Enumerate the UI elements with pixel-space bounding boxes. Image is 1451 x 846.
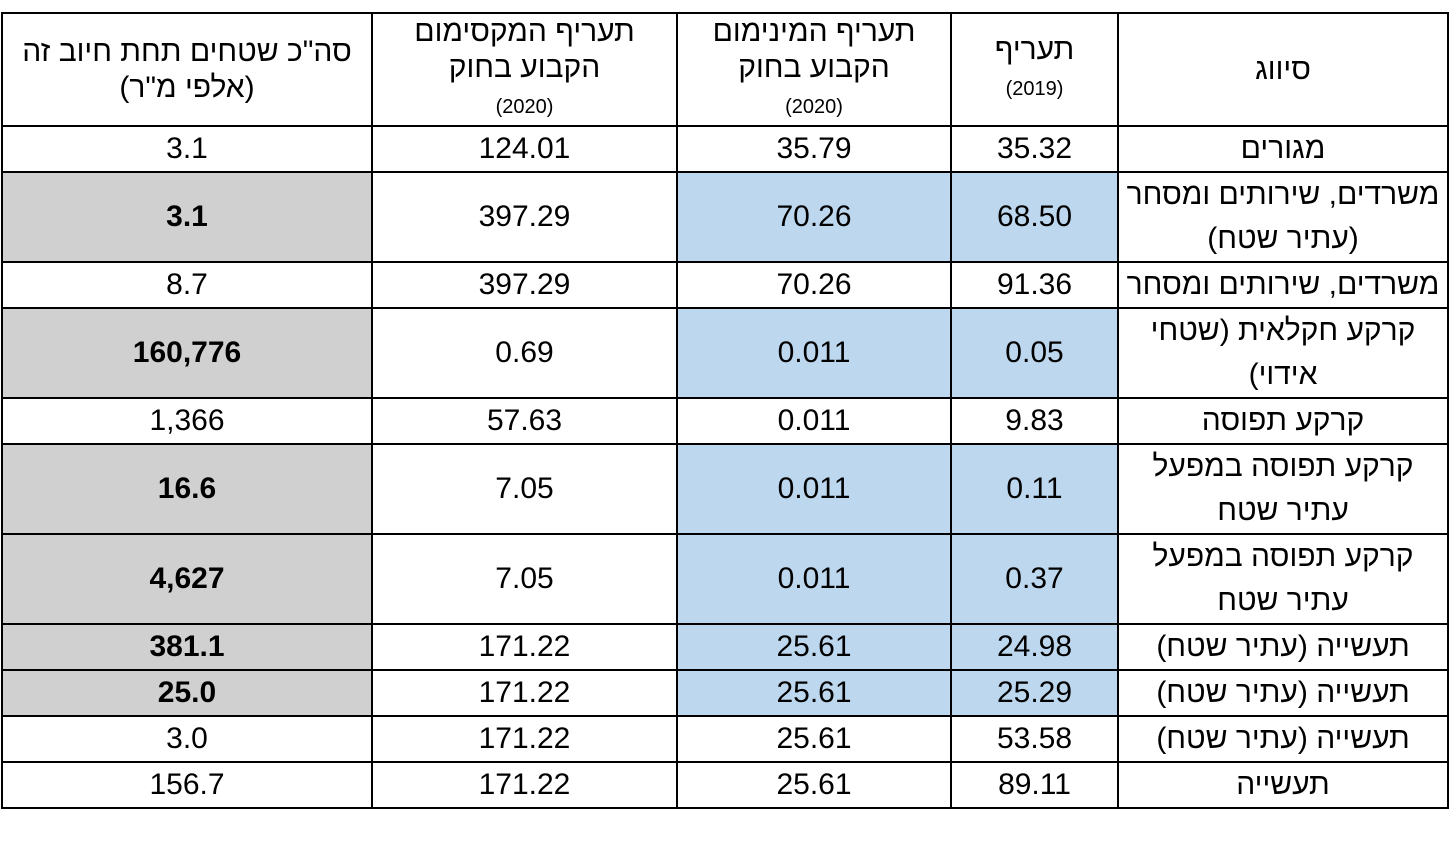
- header-text: סיווג: [1255, 52, 1311, 86]
- table-row: תעשייה (עתיר שטח) 25.29 25.61 171.22 25.0: [1, 669, 1449, 717]
- table-cell: 7.05: [371, 533, 678, 625]
- header-text: תעריף: [994, 33, 1075, 66]
- table-row: מגורים 35.32 35.79 124.01 3.1: [1, 125, 1449, 173]
- table-cell: מגורים: [1117, 125, 1449, 173]
- table-cell: 24.98: [950, 623, 1119, 671]
- table-cell: 0.011: [676, 397, 952, 445]
- table-cell: 35.32: [950, 125, 1119, 173]
- table-cell: 0.011: [676, 443, 952, 535]
- table-cell: 171.22: [371, 715, 678, 763]
- table-cell: 4,627: [1, 533, 373, 625]
- table-row: תעשייה (עתיר שטח) 53.58 25.61 171.22 3.0: [1, 715, 1449, 763]
- table-cell: 25.61: [676, 623, 952, 671]
- table-cell: 3.1: [1, 125, 373, 173]
- table-cell: 3.0: [1, 715, 373, 763]
- table-cell: 70.26: [676, 171, 952, 263]
- table-cell: 57.63: [371, 397, 678, 445]
- header-cell: תעריף המינימום הקבוע בחוק (2020): [676, 12, 952, 127]
- table-cell: 0.69: [371, 307, 678, 399]
- table-cell: 25.61: [676, 715, 952, 763]
- table-cell: 0.37: [950, 533, 1119, 625]
- table-cell: 16.6: [1, 443, 373, 535]
- table-cell: 0.011: [676, 307, 952, 399]
- table-cell: 8.7: [1, 261, 373, 309]
- table-cell: 7.05: [371, 443, 678, 535]
- data-table: סיווג תעריף (2019) תעריף המינימום הקבוע בחו…: [1, 12, 1449, 809]
- table-row: תעשייה (עתיר שטח) 24.98 25.61 171.22 381.1: [1, 623, 1449, 671]
- header-cell: תעריף (2019): [950, 12, 1119, 127]
- table-cell: 397.29: [371, 261, 678, 309]
- table-cell: תעשייה (עתיר שטח): [1117, 669, 1449, 717]
- table-cell: קרקע תפוסה במפעל עתיר שטח: [1117, 533, 1449, 625]
- header-cell: סה"כ שטחים תחת חיוב זה (אלפי מ"ר): [1, 12, 373, 127]
- table-cell: משרדים, שירותים ומסחר (עתיר שטח): [1117, 171, 1449, 263]
- header-row: סיווג תעריף (2019) תעריף המינימום הקבוע בחו…: [1, 12, 1449, 127]
- table-cell: תעשייה (עתיר שטח): [1117, 715, 1449, 763]
- table-row: קרקע תפוסה במפעל עתיר שטח 0.37 0.011 7.05 4,…: [1, 533, 1449, 625]
- table-cell: קרקע תפוסה במפעל עתיר שטח: [1117, 443, 1449, 535]
- header-cell: סיווג: [1117, 12, 1449, 127]
- header-note: (2020): [785, 96, 843, 118]
- table-cell: 3.1: [1, 171, 373, 263]
- table-cell: 160,776: [1, 307, 373, 399]
- table-cell: 89.11: [950, 761, 1119, 809]
- table-cell: 124.01: [371, 125, 678, 173]
- table-cell: 171.22: [371, 669, 678, 717]
- table-body: מגורים 35.32 35.79 124.01 3.1 משרדים, שירותים…: [1, 125, 1449, 809]
- table-row: קרקע חקלאית (שטחי אידוי) 0.05 0.011 0.69 160…: [1, 307, 1449, 399]
- table-cell: 91.36: [950, 261, 1119, 309]
- table-cell: 0.011: [676, 533, 952, 625]
- table-cell: 1,366: [1, 397, 373, 445]
- header-text: תעריף המקסימום הקבוע בחוק: [414, 15, 635, 84]
- table-cell: 397.29: [371, 171, 678, 263]
- header-note: (2019): [1005, 78, 1064, 100]
- table-cell: 25.0: [1, 669, 373, 717]
- table-row: קרקע תפוסה במפעל עתיר שטח 0.11 0.011 7.05 16…: [1, 443, 1449, 535]
- table-cell: 381.1: [1, 623, 373, 671]
- table-cell: 0.11: [950, 443, 1119, 535]
- table-cell: קרקע חקלאית (שטחי אידוי): [1117, 307, 1449, 399]
- table-row: משרדים, שירותים ומסחר (עתיר שטח) 68.50 70.…: [1, 171, 1449, 263]
- table-row: משרדים, שירותים ומסחר 91.36 70.26 397.29 8.7: [1, 261, 1449, 309]
- table-cell: 9.83: [950, 397, 1119, 445]
- table-cell: משרדים, שירותים ומסחר: [1117, 261, 1449, 309]
- table-cell: 156.7: [1, 761, 373, 809]
- table-cell: 35.79: [676, 125, 952, 173]
- header-note: (2020): [495, 96, 554, 118]
- table-cell: 171.22: [371, 761, 678, 809]
- table-cell: קרקע תפוסה: [1117, 397, 1449, 445]
- table-cell: תעשייה (עתיר שטח): [1117, 623, 1449, 671]
- header-text: תעריף המינימום הקבוע בחוק: [712, 15, 916, 84]
- table-cell: 53.58: [950, 715, 1119, 763]
- table-cell: 0.05: [950, 307, 1119, 399]
- header-cell: תעריף המקסימום הקבוע בחוק (2020): [371, 12, 678, 127]
- table-cell: תעשייה: [1117, 761, 1449, 809]
- table-row: תעשייה 89.11 25.61 171.22 156.7: [1, 761, 1449, 809]
- table-cell: 68.50: [950, 171, 1119, 263]
- table-cell: 25.29: [950, 669, 1119, 717]
- table-cell: 70.26: [676, 261, 952, 309]
- table-cell: 25.61: [676, 761, 952, 809]
- table-cell: 171.22: [371, 623, 678, 671]
- header-text: סה"כ שטחים תחת חיוב זה (אלפי מ"ר): [22, 34, 352, 104]
- table-cell: 25.61: [676, 669, 952, 717]
- table-row: קרקע תפוסה 9.83 0.011 57.63 1,366: [1, 397, 1449, 445]
